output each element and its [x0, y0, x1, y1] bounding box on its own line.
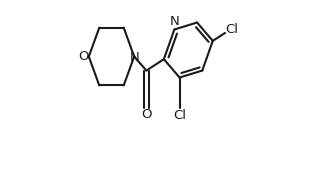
Text: N: N	[170, 15, 179, 28]
Text: Cl: Cl	[173, 109, 186, 122]
Text: O: O	[141, 108, 152, 121]
Text: N: N	[129, 51, 139, 64]
Text: O: O	[78, 50, 88, 63]
Text: Cl: Cl	[226, 23, 239, 36]
